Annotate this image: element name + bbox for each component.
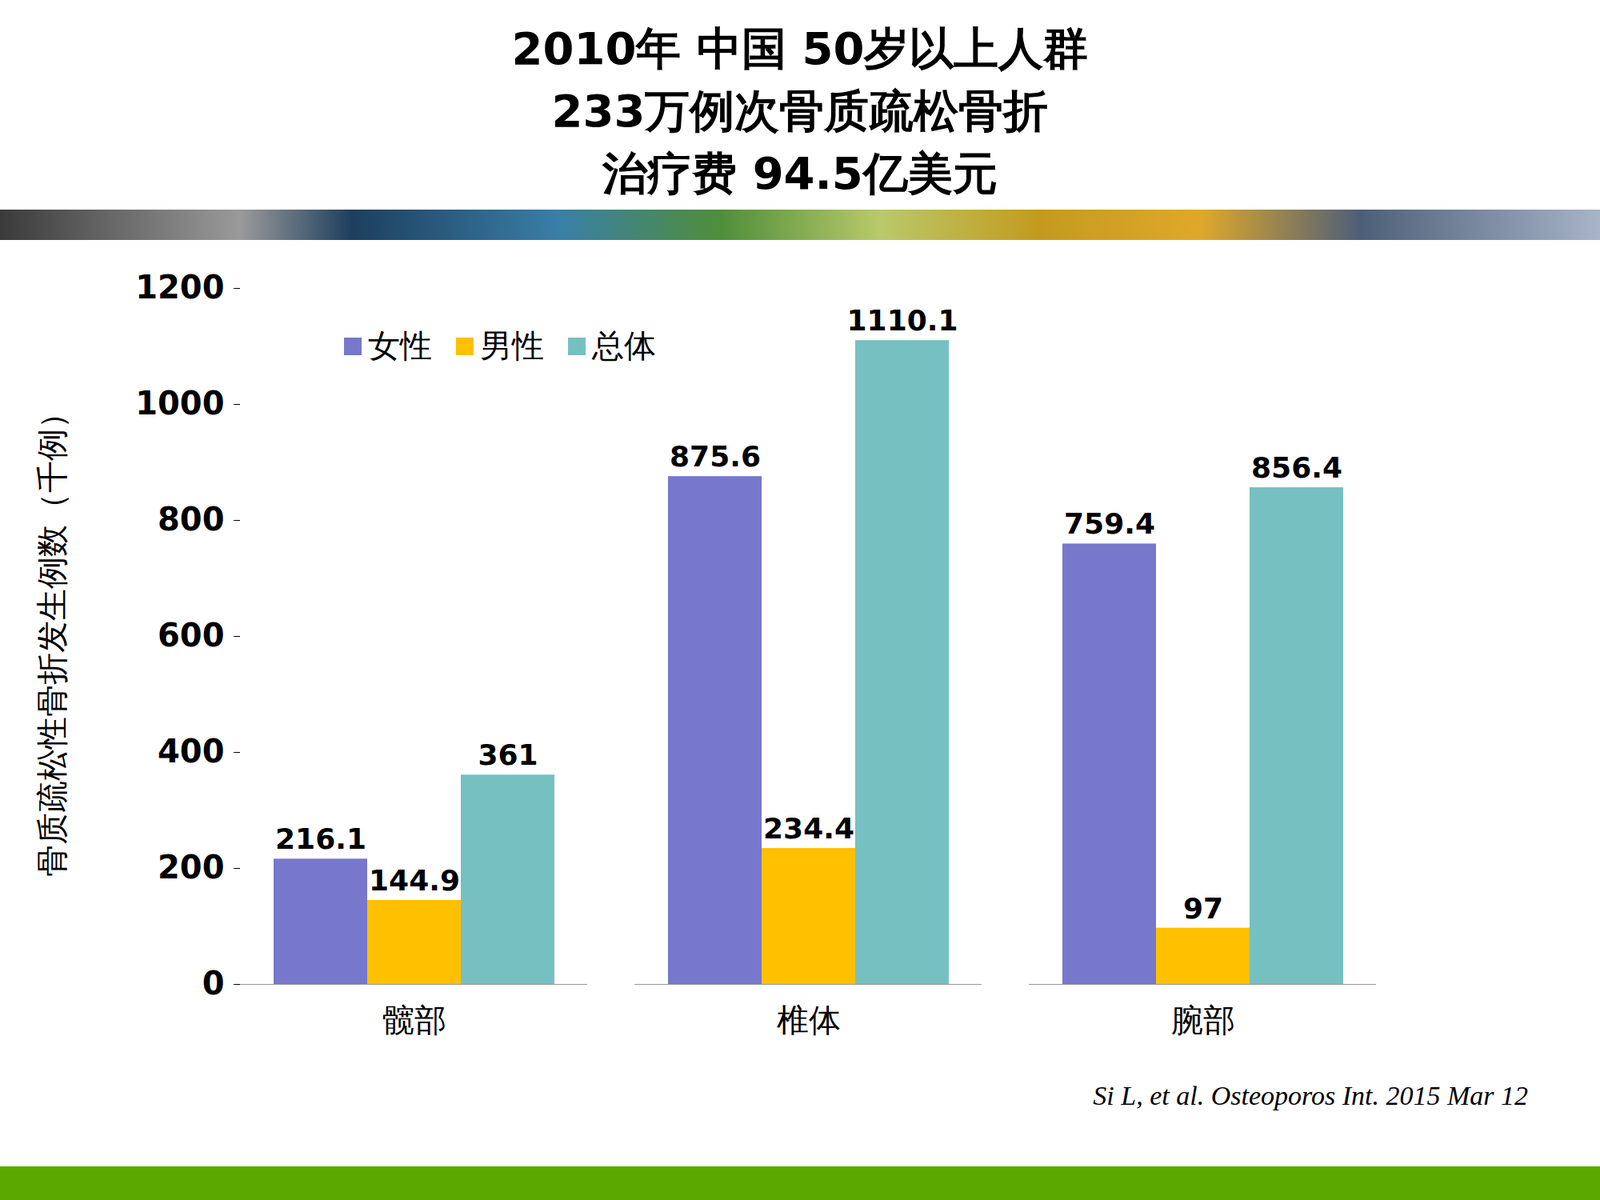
svg-text:216.1: 216.1 [275,822,367,856]
svg-text:856.4: 856.4 [1251,451,1343,484]
svg-text:800: 800 [157,500,225,538]
svg-text:椎体: 椎体 [776,1001,841,1039]
svg-text:0: 0 [202,964,225,1002]
html-text:女性: 女性 [368,327,432,364]
svg-text:400: 400 [157,732,225,770]
html-text:总体: 总体 [592,327,656,364]
html-text:Si L, et al. Osteoporos Int. 2: Si L, et al. Osteoporos Int. 2015 Mar 12 [1093,1080,1528,1111]
svg-text:875.6: 875.6 [669,440,761,473]
svg-text:髋部: 髋部 [382,1001,447,1039]
svg-text:600: 600 [157,616,225,654]
svg-text:腕部: 腕部 [1171,1001,1236,1039]
svg-text:骨质疏松性骨折发生例数（千例）: 骨质疏松性骨折发生例数（千例） [33,396,71,877]
svg-text:234.4: 234.4 [763,812,855,845]
svg-text:97: 97 [1183,892,1224,925]
svg-text:144.9: 144.9 [368,864,460,897]
html-text:男性: 男性 [480,327,544,364]
svg-text:1110.1: 1110.1 [847,304,959,337]
html-text:2010年 中国 50岁以上人群 233万例次骨质疏松骨折: 2010年 中国 50岁以上人群 233万例次骨质疏松骨折 治疗费 94.5亿美… [511,22,1089,200]
svg-text:759.4: 759.4 [1064,507,1156,540]
svg-text:200: 200 [157,848,225,886]
svg-text:361: 361 [477,738,538,772]
svg-text:1000: 1000 [135,384,224,422]
svg-text:1200: 1200 [135,268,224,306]
